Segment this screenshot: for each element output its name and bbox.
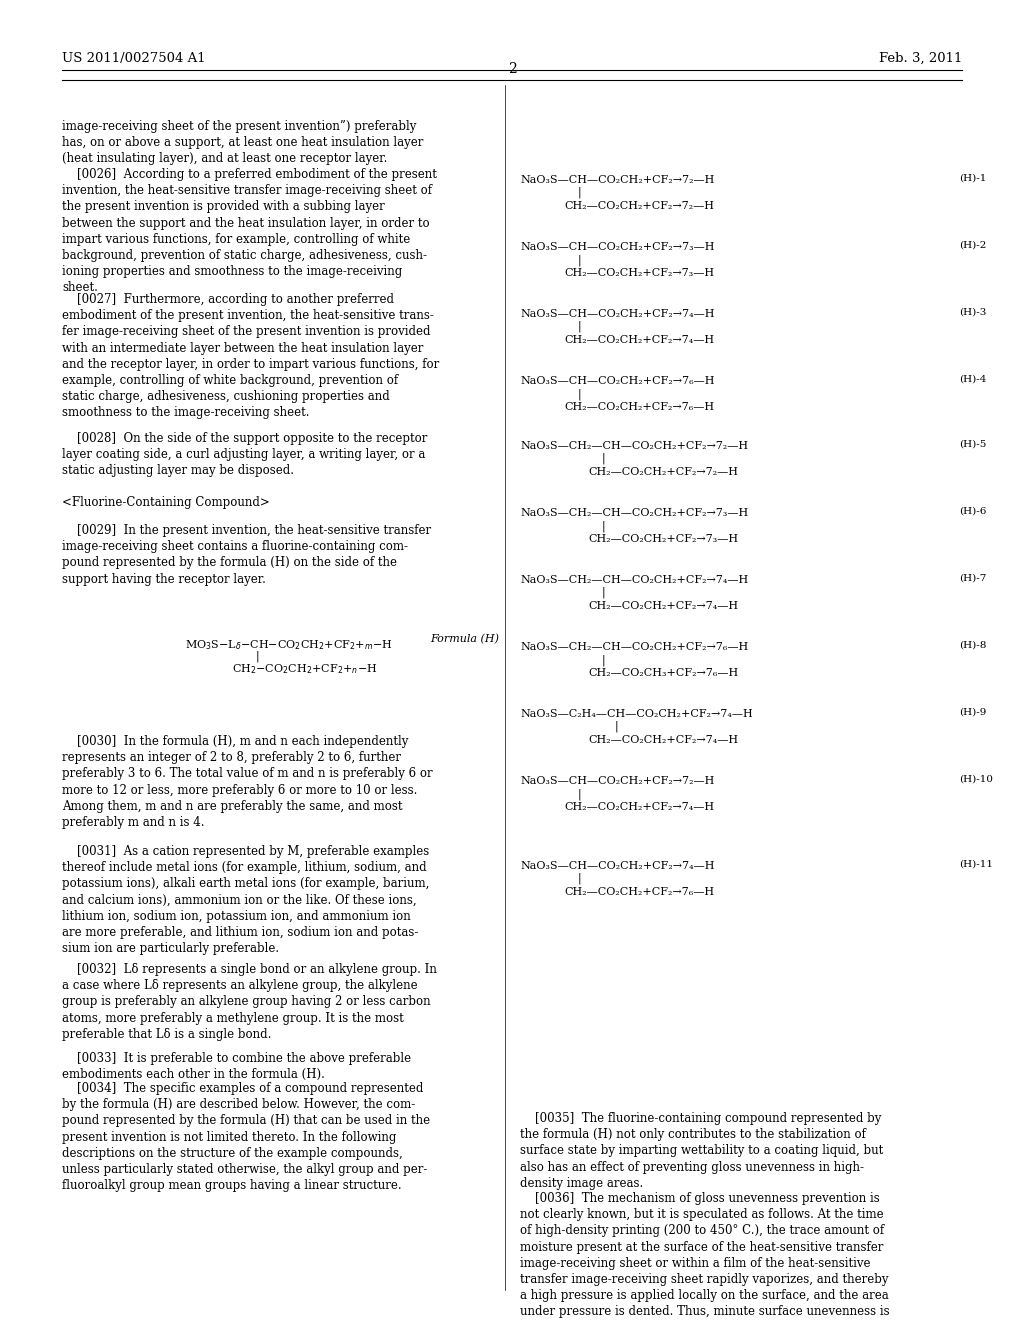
Text: image-receiving sheet of the present invention”) preferably
has, on or above a s: image-receiving sheet of the present inv…: [62, 120, 423, 165]
Text: [0026]  According to a preferred embodiment of the present
invention, the heat-s: [0026] According to a preferred embodime…: [62, 168, 437, 294]
Text: Feb. 3, 2011: Feb. 3, 2011: [879, 51, 962, 65]
Text: |: |: [578, 253, 582, 265]
Text: |: |: [578, 788, 582, 800]
Text: NaO₃S—CH—CO₂CH₂+CF₂→7₄—H: NaO₃S—CH—CO₂CH₂+CF₂→7₄—H: [520, 861, 715, 871]
Text: [0033]  It is preferable to combine the above preferable
embodiments each other : [0033] It is preferable to combine the a…: [62, 1052, 411, 1081]
Text: |: |: [602, 587, 605, 598]
Text: [0035]  The fluorine-containing compound represented by
the formula (H) not only: [0035] The fluorine-containing compound …: [520, 1111, 884, 1189]
Text: [0029]  In the present invention, the heat-sensitive transfer
image-receiving sh: [0029] In the present invention, the hea…: [62, 524, 431, 586]
Text: |: |: [602, 520, 605, 532]
Text: |: |: [578, 187, 582, 198]
Text: NaO₃S—CH—CO₂CH₂+CF₂→7₂—H: NaO₃S—CH—CO₂CH₂+CF₂→7₂—H: [520, 176, 715, 185]
Text: |: |: [602, 653, 605, 665]
Text: US 2011/0027504 A1: US 2011/0027504 A1: [62, 51, 206, 65]
Text: |: |: [578, 873, 582, 884]
Text: CH₂—CO₂CH₂+CF₂→7₂—H: CH₂—CO₂CH₂+CF₂→7₂—H: [564, 201, 714, 211]
Text: [0027]  Furthermore, according to another preferred
embodiment of the present in: [0027] Furthermore, according to another…: [62, 293, 439, 420]
Text: MO$_3$S$-$L$_\delta$$-$CH$-$CO$_2$CH$_2$+CF$_2$+$_m$$-$H: MO$_3$S$-$L$_\delta$$-$CH$-$CO$_2$CH$_2$…: [185, 638, 392, 652]
Text: (H)-7: (H)-7: [959, 574, 986, 583]
Text: CH₂—CO₂CH₂+CF₂→7₄—H: CH₂—CO₂CH₂+CF₂→7₄—H: [564, 803, 714, 812]
Text: |: |: [578, 321, 582, 333]
Text: CH₂—CO₂CH₃+CF₂→7₆—H: CH₂—CO₂CH₃+CF₂→7₆—H: [588, 668, 738, 678]
Text: NaO₃S—CH—CO₂CH₂+CF₂→7₄—H: NaO₃S—CH—CO₂CH₂+CF₂→7₄—H: [520, 309, 715, 319]
Text: |: |: [602, 453, 605, 465]
Text: NaO₃S—CH₂—CH—CO₂CH₂+CF₂→7₂—H: NaO₃S—CH₂—CH—CO₂CH₂+CF₂→7₂—H: [520, 441, 749, 451]
Text: CH₂—CO₂CH₂+CF₂→7₄—H: CH₂—CO₂CH₂+CF₂→7₄—H: [588, 735, 738, 744]
Text: [0034]  The specific examples of a compound represented
by the formula (H) are d: [0034] The specific examples of a compou…: [62, 1082, 430, 1192]
Text: (H)-1: (H)-1: [959, 174, 986, 183]
Text: (H)-5: (H)-5: [959, 440, 986, 449]
Text: (H)-9: (H)-9: [959, 708, 986, 717]
Text: NaO₃S—CH—CO₂CH₂+CF₂→7₂—H: NaO₃S—CH—CO₂CH₂+CF₂→7₂—H: [520, 776, 715, 785]
Text: (H)-6: (H)-6: [959, 507, 986, 516]
Text: CH₂—CO₂CH₂+CF₂→7₃—H: CH₂—CO₂CH₂+CF₂→7₃—H: [564, 268, 714, 279]
Text: CH₂—CO₂CH₂+CF₂→7₂—H: CH₂—CO₂CH₂+CF₂→7₂—H: [588, 467, 738, 477]
Text: |: |: [256, 651, 260, 663]
Text: NaO₃S—CH₂—CH—CO₂CH₂+CF₂→7₄—H: NaO₃S—CH₂—CH—CO₂CH₂+CF₂→7₄—H: [520, 576, 749, 585]
Text: NaO₃S—CH₂—CH—CO₂CH₂+CF₂→7₆—H: NaO₃S—CH₂—CH—CO₂CH₂+CF₂→7₆—H: [520, 642, 749, 652]
Text: [0028]  On the side of the support opposite to the receptor
layer coating side, : [0028] On the side of the support opposi…: [62, 432, 427, 478]
Text: Formula (H): Formula (H): [430, 634, 499, 644]
Text: [0032]  Lδ represents a single bond or an alkylene group. In
a case where Lδ rep: [0032] Lδ represents a single bond or an…: [62, 964, 437, 1040]
Text: |: |: [615, 721, 618, 733]
Text: (H)-10: (H)-10: [959, 775, 993, 784]
Text: (H)-2: (H)-2: [959, 242, 986, 249]
Text: NaO₃S—CH₂—CH—CO₂CH₂+CF₂→7₃—H: NaO₃S—CH₂—CH—CO₂CH₂+CF₂→7₃—H: [520, 508, 749, 517]
Text: NaO₃S—C₂H₄—CH—CO₂CH₂+CF₂→7₄—H: NaO₃S—C₂H₄—CH—CO₂CH₂+CF₂→7₄—H: [520, 709, 753, 719]
Text: [0036]  The mechanism of gloss unevenness prevention is
not clearly known, but i: [0036] The mechanism of gloss unevenness…: [520, 1192, 896, 1320]
Text: (H)-8: (H)-8: [959, 642, 986, 649]
Text: [0031]  As a cation represented by M, preferable examples
thereof include metal : [0031] As a cation represented by M, pre…: [62, 845, 429, 956]
Text: CH₂—CO₂CH₂+CF₂→7₄—H: CH₂—CO₂CH₂+CF₂→7₄—H: [564, 335, 714, 345]
Text: CH₂—CO₂CH₂+CF₂→7₃—H: CH₂—CO₂CH₂+CF₂→7₃—H: [588, 535, 738, 544]
Text: (H)-4: (H)-4: [959, 375, 986, 384]
Text: NaO₃S—CH—CO₂CH₂+CF₂→7₆—H: NaO₃S—CH—CO₂CH₂+CF₂→7₆—H: [520, 376, 715, 385]
Text: CH$_2$$-$CO$_2$CH$_2$+CF$_2$+$_n$$-$H: CH$_2$$-$CO$_2$CH$_2$+CF$_2$+$_n$$-$H: [232, 663, 378, 676]
Text: <Fluorine-Containing Compound>: <Fluorine-Containing Compound>: [62, 496, 269, 510]
Text: |: |: [578, 388, 582, 400]
Text: CH₂—CO₂CH₂+CF₂→7₆—H: CH₂—CO₂CH₂+CF₂→7₆—H: [564, 403, 714, 412]
Text: 2: 2: [508, 62, 516, 77]
Text: (H)-3: (H)-3: [959, 308, 986, 317]
Text: (H)-11: (H)-11: [959, 861, 993, 869]
Text: NaO₃S—CH—CO₂CH₂+CF₂→7₃—H: NaO₃S—CH—CO₂CH₂+CF₂→7₃—H: [520, 242, 715, 252]
Text: CH₂—CO₂CH₂+CF₂→7₄—H: CH₂—CO₂CH₂+CF₂→7₄—H: [588, 601, 738, 611]
Text: [0030]  In the formula (H), m and n each independently
represents an integer of : [0030] In the formula (H), m and n each …: [62, 735, 432, 829]
Text: CH₂—CO₂CH₂+CF₂→7₆—H: CH₂—CO₂CH₂+CF₂→7₆—H: [564, 887, 714, 898]
